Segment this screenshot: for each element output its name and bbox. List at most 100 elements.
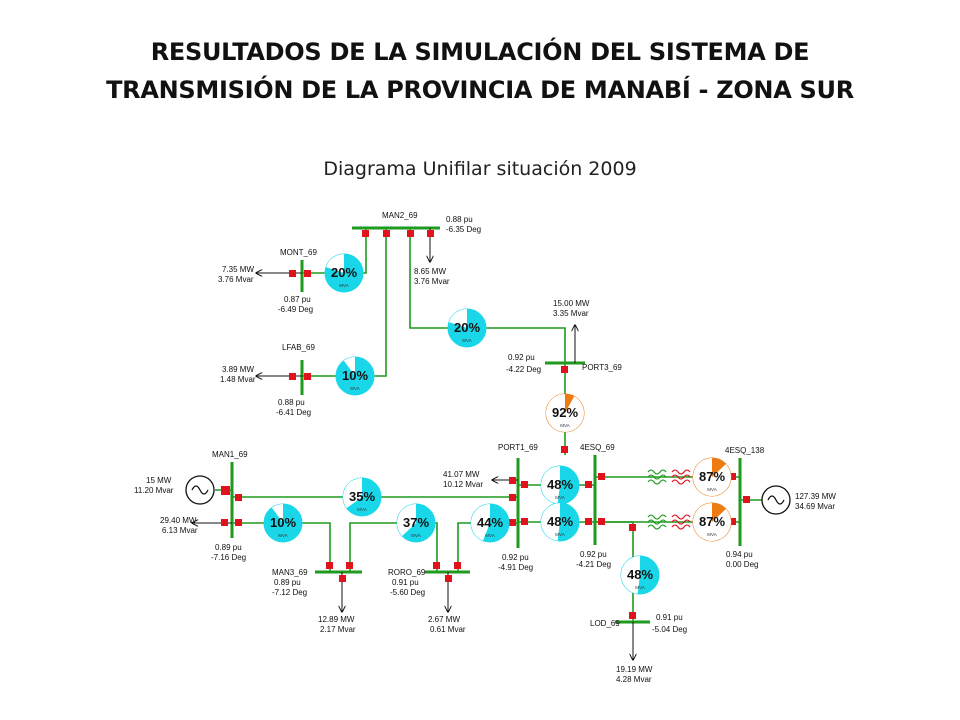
- breaker[interactable]: [235, 494, 242, 501]
- bus-voltage: 0.92 pu: [580, 550, 607, 559]
- gauge-wedge: [621, 556, 640, 594]
- bus-angle: -4.21 Deg: [576, 560, 611, 569]
- loading-gauge-xfmr-b[interactable]: 87% MVA: [692, 502, 732, 542]
- gauge-percent: 87%: [699, 469, 725, 484]
- breaker[interactable]: [407, 230, 414, 237]
- gauge-percent: 48%: [547, 477, 573, 492]
- breaker[interactable]: [729, 473, 736, 480]
- gauge-wedge: [693, 458, 731, 496]
- breaker[interactable]: [454, 562, 461, 569]
- gauge-wedge: [471, 504, 490, 541]
- breaker[interactable]: [509, 494, 516, 501]
- bus-voltage: 0.88 pu: [446, 215, 473, 224]
- breaker[interactable]: [729, 518, 736, 525]
- loading-gauge-port3-esq[interactable]: 92% MVA: [545, 393, 585, 433]
- breaker[interactable]: [598, 518, 605, 525]
- breaker[interactable]: [585, 481, 592, 488]
- breaker[interactable]: [383, 230, 390, 237]
- bus-voltage: 0.92 pu: [508, 353, 535, 362]
- bus-name: MAN3_69: [272, 568, 308, 577]
- breaker[interactable]: [304, 373, 311, 380]
- gauge-unit: MVA: [339, 283, 348, 288]
- bus-name: 4ESQ_69: [580, 443, 615, 452]
- gauge-unit: MVA: [635, 585, 644, 590]
- bus-voltage: 0.94 pu: [726, 550, 753, 559]
- title-line-1: RESULTADOS DE LA SIMULACIÓN DEL SISTEMA …: [150, 38, 810, 66]
- gen-mw: 127.39 MW: [795, 492, 836, 501]
- load-mw: 2.67 MW: [428, 615, 460, 624]
- breaker[interactable]: [289, 270, 296, 277]
- bus-angle: -7.16 Deg: [211, 553, 246, 562]
- breaker[interactable]: [743, 496, 750, 503]
- bus-angle: -6.35 Deg: [446, 225, 481, 234]
- gauge-percent: 20%: [454, 320, 480, 335]
- diagram-labels: MAN2_69 0.88 pu -6.35 Deg 8.65 MW 3.76 M…: [134, 211, 836, 684]
- load-mw: 7.35 MW: [222, 265, 254, 274]
- loading-gauge-port1-esq-a[interactable]: 48% MVA: [540, 465, 580, 505]
- breaker[interactable]: [221, 486, 230, 495]
- gauge-unit: MVA: [350, 386, 359, 391]
- breaker[interactable]: [585, 518, 592, 525]
- bus-voltage: 0.89 pu: [274, 578, 301, 587]
- gen-mvar: 11.20 Mvar: [134, 486, 174, 495]
- breaker[interactable]: [521, 518, 528, 525]
- line-man2-mont: [302, 228, 367, 274]
- breaker[interactable]: [521, 481, 528, 488]
- breaker[interactable]: [598, 473, 605, 480]
- breaker[interactable]: [629, 524, 636, 531]
- breaker[interactable]: [629, 612, 636, 619]
- gauge-unit: MVA: [707, 487, 716, 492]
- breaker[interactable]: [289, 373, 296, 380]
- breaker[interactable]: [221, 519, 228, 526]
- breaker[interactable]: [509, 519, 516, 526]
- gauge-unit: MVA: [278, 533, 287, 538]
- load-mw: 29.40 MW: [160, 516, 197, 525]
- transformer-b[interactable]: [647, 514, 691, 530]
- loading-gauge-roro-port1[interactable]: 44% MVA: [470, 503, 510, 543]
- loading-gauge-man2-lfab[interactable]: 10% MVA: [335, 356, 375, 396]
- gen-mw: 15 MW: [146, 476, 172, 485]
- loading-gauge-man1-port1[interactable]: 35% MVA: [342, 477, 382, 517]
- gauge-percent: 37%: [403, 515, 429, 530]
- loading-gauge-port1-esq-b[interactable]: 48% MVA: [540, 502, 580, 542]
- load-mw: 12.89 MW: [318, 615, 355, 624]
- bus-voltage: 0.92 pu: [502, 553, 529, 562]
- breaker[interactable]: [304, 270, 311, 277]
- loading-gauge-man1-man3[interactable]: 10% MVA: [263, 503, 303, 543]
- breaker[interactable]: [445, 575, 452, 582]
- gauge-percent: 10%: [270, 515, 296, 530]
- loading-gauge-xfmr-a[interactable]: 87% MVA: [692, 457, 732, 497]
- load-mvar: 3.35 Mvar: [553, 309, 589, 318]
- bus-name: LFAB_69: [282, 343, 315, 352]
- gauge-unit: MVA: [411, 533, 420, 538]
- breaker[interactable]: [362, 230, 369, 237]
- transmission-lines: [215, 228, 762, 622]
- breaker[interactable]: [235, 519, 242, 526]
- bus-voltage: 0.89 pu: [215, 543, 242, 552]
- gauge-unit: MVA: [357, 507, 366, 512]
- breaker[interactable]: [346, 562, 353, 569]
- generator-esq138[interactable]: [761, 485, 791, 515]
- gauge-wedge: [448, 309, 467, 328]
- breaker[interactable]: [339, 575, 346, 582]
- transformer-a[interactable]: [647, 469, 691, 485]
- bus-angle: 0.00 Deg: [726, 560, 758, 569]
- subtitle: Diagrama Unifilar situación 2009: [323, 158, 637, 180]
- breaker[interactable]: [326, 562, 333, 569]
- loading-gauge-man2-port3[interactable]: 20% MVA: [447, 308, 487, 348]
- breaker[interactable]: [561, 366, 568, 373]
- gauge-percent: 48%: [627, 567, 653, 582]
- generator-man1[interactable]: [185, 475, 215, 505]
- breaker[interactable]: [509, 477, 516, 484]
- loading-gauge-man3-roro[interactable]: 37% MVA: [396, 503, 436, 543]
- breaker[interactable]: [433, 562, 440, 569]
- bus-name: PORT1_69: [498, 443, 538, 452]
- breaker[interactable]: [427, 230, 434, 237]
- load-mvar: 3.76 Mvar: [414, 277, 450, 286]
- loading-gauge-esq-lod[interactable]: 48% MVA: [620, 555, 660, 595]
- breaker[interactable]: [561, 446, 568, 453]
- loading-gauge-man2-mont[interactable]: 20% MVA: [324, 253, 364, 293]
- load-mvar: 4.28 Mvar: [616, 675, 652, 684]
- gauge-wedge: [541, 503, 560, 541]
